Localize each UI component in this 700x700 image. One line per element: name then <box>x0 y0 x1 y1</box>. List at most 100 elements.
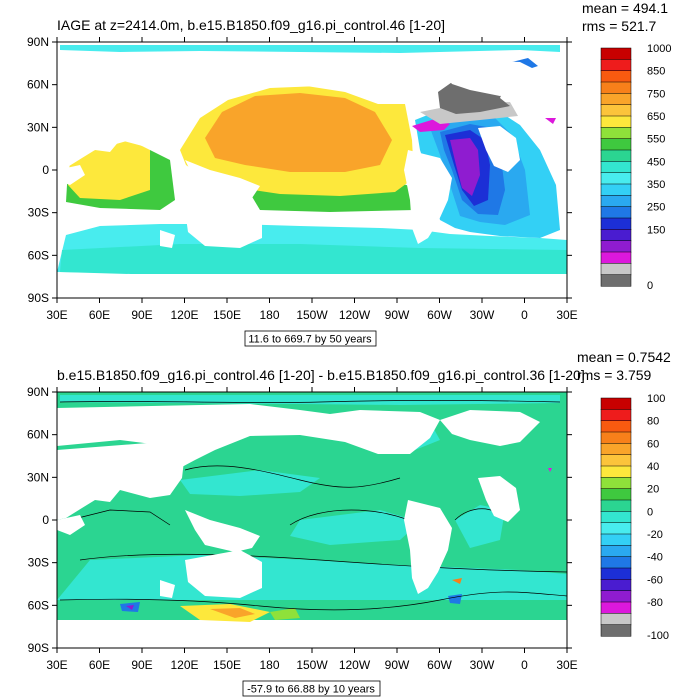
colorbar-swatch <box>600 465 632 478</box>
panel-1-mean: mean = 494.1 <box>582 0 668 16</box>
x-tick-label: 30E <box>556 308 577 322</box>
y-tick-label: 90S <box>28 291 49 305</box>
x-tick-label: 90E <box>131 308 152 322</box>
x-tick-label: 60W <box>427 658 452 672</box>
x-tick-label: 150W <box>296 308 328 322</box>
colorbar-swatch <box>600 240 632 253</box>
panel-2: b.e15.B1850.f09_g16.pi_control.46 [1-20]… <box>27 349 671 697</box>
colorbar-swatch <box>600 579 632 592</box>
colorbar-swatch <box>600 149 632 162</box>
panel-1: IAGE at z=2414.0m, b.e15.B1850.f09_g16.p… <box>27 0 671 347</box>
y-tick-label: 0 <box>42 513 49 527</box>
colorbar-label: -100 <box>647 630 669 642</box>
panel-2-mean: mean = 0.7542 <box>577 349 671 365</box>
x-tick-label: 30E <box>46 308 67 322</box>
x-tick-label: 120E <box>170 308 198 322</box>
colorbar-swatch <box>600 47 632 60</box>
y-tick-label: 90N <box>27 35 49 49</box>
colorbar-swatch <box>600 601 632 614</box>
colorbar-label: 100 <box>647 393 665 405</box>
panel-2-range-box <box>242 680 381 697</box>
colorbar-swatch <box>600 229 632 242</box>
x-tick-label: 150E <box>213 658 241 672</box>
colorbar-swatch <box>600 397 632 410</box>
colorbar-label: 60 <box>647 438 659 450</box>
panel-1-y-axis: 90N 60N 30N 0 30S 60S 90S <box>27 35 572 305</box>
colorbar-label: 40 <box>647 461 659 473</box>
x-tick-label: 0 <box>521 308 528 322</box>
colorbar-swatch <box>600 206 632 219</box>
x-tick-label: 60W <box>427 308 452 322</box>
colorbar-swatch <box>600 431 632 444</box>
y-tick-label: 0 <box>42 163 49 177</box>
colorbar-swatch <box>600 443 632 456</box>
colorbar-swatch <box>600 590 632 603</box>
colorbar-swatch <box>600 127 632 140</box>
y-tick-label: 60N <box>27 428 49 442</box>
colorbar-swatch <box>600 567 632 580</box>
colorbar-label: 750 <box>647 88 665 100</box>
panel-2-range-label: -57.9 to 66.88 by 10 years <box>247 684 375 696</box>
panel-2-title: b.e15.B1850.f09_g16.pi_control.46 [1-20]… <box>57 367 585 383</box>
x-tick-label: 180 <box>259 658 279 672</box>
y-tick-label: 60S <box>28 248 49 262</box>
panel-1-range-label: 11.6 to 669.7 by 50 years <box>248 334 372 346</box>
colorbar-label: -40 <box>647 552 663 564</box>
colorbar-swatch <box>600 251 632 264</box>
colorbar-swatch <box>600 138 632 151</box>
x-tick-label: 120W <box>339 658 371 672</box>
colorbar-label: -20 <box>647 529 663 541</box>
colorbar-swatch <box>600 81 632 94</box>
colorbar-label: 350 <box>647 179 665 191</box>
y-tick-label: 60S <box>28 598 49 612</box>
colorbar-label: 650 <box>647 111 665 123</box>
colorbar-label: 20 <box>647 484 659 496</box>
panel-2-y-axis: 90N 60N 30N 0 30S 60S 90S <box>27 385 572 655</box>
colorbar-label: 850 <box>647 66 665 78</box>
colorbar-label: -80 <box>647 597 663 609</box>
colorbar-swatch <box>600 545 632 558</box>
y-tick-label: 90S <box>28 641 49 655</box>
y-tick-label: 30N <box>27 120 49 134</box>
colorbar-swatch <box>600 93 632 106</box>
panel-2-colorbar: 100 80 60 40 20 0 -20 -40 -60 -80 -100 <box>600 393 669 642</box>
colorbar-label: 150 <box>647 224 665 236</box>
colorbar-swatch <box>600 172 632 185</box>
colorbar-label: 450 <box>647 156 665 168</box>
x-tick-label: 90W <box>385 308 410 322</box>
colorbar-swatch <box>600 488 632 501</box>
panel-2-map <box>57 392 567 648</box>
y-tick-label: 90N <box>27 385 49 399</box>
colorbar-swatch <box>600 274 632 287</box>
colorbar-swatch <box>600 409 632 422</box>
colorbar-swatch <box>600 183 632 196</box>
panel-1-x-axis: 30E 60E 90E 120E 150E 180 150W 120W 90W 60W 30W 0 30… <box>46 37 578 322</box>
panel-1-title: IAGE at z=2414.0m, b.e15.B1850.f09_g16.p… <box>57 17 445 33</box>
colorbar-swatch <box>600 477 632 490</box>
x-tick-label: 0 <box>521 658 528 672</box>
x-tick-label: 150E <box>213 308 241 322</box>
colorbar-swatch <box>600 263 632 276</box>
colorbar-swatch <box>600 195 632 208</box>
colorbar-swatch <box>600 454 632 467</box>
colorbar-swatch <box>600 533 632 546</box>
colorbar-swatch <box>600 624 632 637</box>
y-tick-label: 60N <box>27 78 49 92</box>
colorbar-swatch <box>600 499 632 512</box>
x-tick-label: 180 <box>259 308 279 322</box>
y-tick-label: 30N <box>27 470 49 484</box>
colorbar-label: 550 <box>647 134 665 146</box>
x-tick-label: 90W <box>385 658 410 672</box>
colorbar-label: 250 <box>647 202 665 214</box>
x-tick-label: 150W <box>296 658 328 672</box>
panel-2-x-axis: 30E 60E 90E 120E 150E 180 150W 120W 90W 60W 30W 0 30… <box>46 387 578 672</box>
x-tick-label: 90E <box>131 658 152 672</box>
panel-1-rms: rms = 521.7 <box>582 18 657 34</box>
colorbar-label: 0 <box>647 506 653 518</box>
x-tick-label: 30W <box>470 658 495 672</box>
colorbar-swatch <box>600 613 632 626</box>
colorbar-swatch <box>600 70 632 83</box>
panel-1-range-box <box>244 330 377 347</box>
colorbar-swatch <box>600 522 632 535</box>
